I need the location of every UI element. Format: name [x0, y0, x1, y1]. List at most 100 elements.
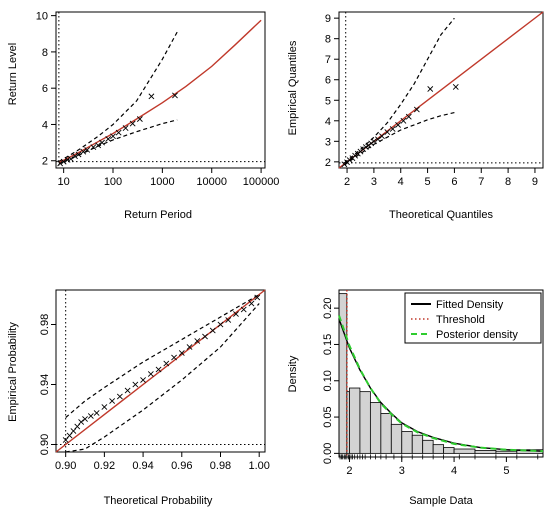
pp-point: [178, 350, 185, 356]
density-histogram-bar: [474, 450, 497, 454]
return-level-point: [115, 129, 122, 136]
pp-point: [93, 410, 100, 416]
density-histogram-bar: [443, 447, 455, 454]
return-level-upper-band: [58, 31, 178, 163]
return-level-point: [84, 146, 91, 153]
density-histogram-bar: [411, 434, 424, 454]
qq-y-tick-label: 8: [325, 34, 331, 46]
qq-x-tick-label: 8: [505, 176, 511, 188]
return-level-lower-band: [58, 119, 178, 165]
pp-point: [109, 398, 116, 404]
qq-x-tick-label: 2: [344, 176, 350, 188]
return-level-point: [90, 144, 97, 151]
return-level-point: [80, 148, 87, 155]
density-y-tick-label: 0.00: [322, 443, 334, 464]
return-level-point: [72, 153, 78, 160]
qq-point: [370, 138, 377, 145]
qq-plot-frame: [338, 11, 544, 169]
pp-y-tick-label: 0.94: [39, 374, 51, 395]
return-level-panel: Return Level Return Period 10 100 1000 1000…: [7, 11, 279, 221]
pp-point: [248, 300, 255, 307]
pp-point: [240, 306, 247, 313]
pp-panel: Empirical Probability Theoretical Probab…: [7, 289, 270, 507]
return-level-point: [64, 156, 71, 163]
return-level-xlabel: Return Period: [124, 209, 192, 221]
pp-lower-band: [65, 303, 260, 453]
density-x-tick-label: 5: [503, 465, 509, 477]
pp-upper-band: [65, 293, 260, 418]
pp-xlabel: Theoretical Probability: [104, 495, 213, 507]
density-legend-label-posterior: Posterior density: [436, 329, 518, 341]
density-fitted-line: [338, 318, 544, 452]
return-level-x-tick-label: 10: [58, 176, 70, 188]
density-histogram-bar: [422, 439, 434, 454]
pp-y-tick-label: 0.90: [39, 434, 51, 455]
qq-point: [362, 144, 369, 150]
qq-point: [379, 133, 385, 140]
pp-x-tick-label: 0.90: [55, 460, 76, 472]
pp-plot-frame: [55, 289, 266, 453]
pp-point: [78, 419, 85, 425]
return-level-y-tick-label: 4: [42, 119, 48, 131]
qq-point: [413, 106, 420, 113]
density-plot-frame: [338, 289, 544, 458]
density-x-tick-label: 4: [451, 465, 457, 477]
return-level-y-tick-label: 10: [36, 11, 48, 23]
return-level-point: [136, 116, 143, 122]
qq-x-tick-label: 4: [398, 176, 404, 188]
pp-point: [254, 294, 261, 301]
qq-panel: Empirical Quantiles Theoretical Quantile…: [287, 11, 544, 221]
density-legend-label-threshold: Threshold: [436, 314, 485, 326]
pp-x-tick-label: 1.00: [248, 460, 269, 472]
density-ylabel: Density: [287, 355, 299, 392]
pp-point: [116, 393, 123, 400]
return-level-point: [75, 151, 82, 158]
density-y-tick-label: 0.10: [322, 370, 334, 391]
density-histogram-bar: [359, 391, 371, 454]
qq-xlabel: Theoretical Quantiles: [389, 209, 493, 221]
pp-point: [82, 416, 88, 422]
return-level-point: [129, 120, 136, 127]
qq-point: [384, 129, 391, 135]
qq-point: [405, 113, 412, 120]
qq-point: [389, 126, 396, 132]
qq-lower-band: [344, 112, 455, 166]
return-level-point: [57, 160, 64, 167]
return-level-point: [67, 156, 74, 162]
density-histogram-bar: [453, 448, 476, 454]
pp-point: [171, 354, 177, 361]
return-level-point: [172, 92, 178, 99]
return-level-x-tick-label: 1000: [150, 176, 174, 188]
pp-point: [194, 338, 201, 344]
qq-point: [427, 86, 434, 92]
return-level-fitted-line: [58, 19, 262, 164]
pp-x-tick-label: 0.98: [210, 460, 231, 472]
density-y-tick-label: 0.20: [322, 297, 334, 318]
qq-x-tick-label: 7: [478, 176, 484, 188]
density-panel: Density Sample Data 2 3 4 5 0.00 0.05 0.10 0.15…: [287, 289, 544, 507]
pp-point: [209, 327, 216, 334]
qq-ylabel: Empirical Quantiles: [287, 40, 299, 135]
density-x-tick-label: 2: [346, 465, 352, 477]
pp-point: [233, 311, 239, 317]
qq-y-tick-label: 4: [325, 116, 331, 128]
return-level-point: [110, 133, 116, 140]
pp-point: [132, 381, 139, 388]
pp-point: [202, 333, 208, 340]
pp-ylabel: Empirical Probability: [7, 322, 19, 422]
qq-y-tick-label: 2: [325, 157, 331, 169]
return-level-x-tick-label: 100000: [243, 176, 280, 188]
density-y-tick-label: 0.15: [322, 334, 334, 355]
pp-point: [87, 413, 94, 419]
density-xlabel: Sample Data: [409, 495, 473, 507]
qq-point: [375, 136, 381, 143]
return-level-point: [148, 93, 155, 100]
qq-x-tick-label: 9: [532, 176, 538, 188]
qq-point: [395, 121, 401, 128]
qq-y-tick-label: 7: [325, 54, 331, 66]
density-histogram-bar: [369, 402, 382, 454]
density-histogram-bar: [495, 450, 518, 454]
qq-x-tick-label: 3: [371, 176, 377, 188]
pp-point: [155, 366, 162, 373]
